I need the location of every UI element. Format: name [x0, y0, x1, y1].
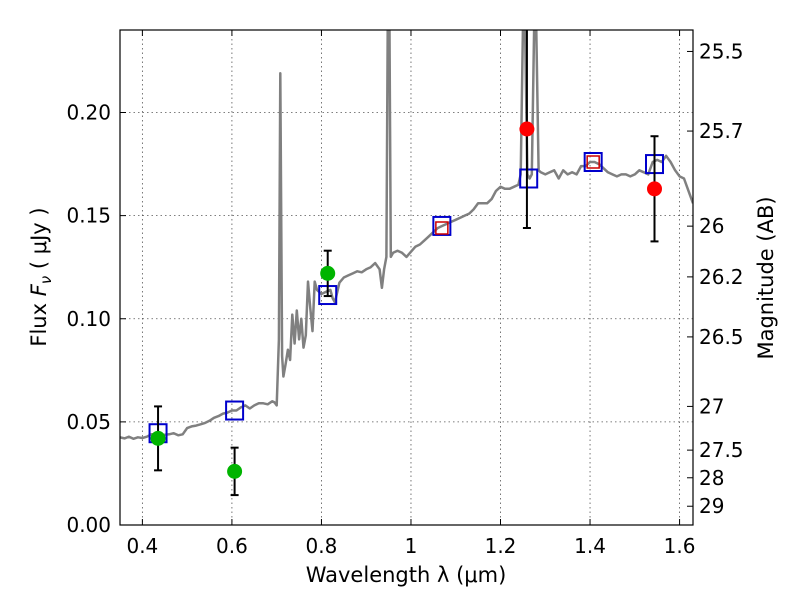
right-tick-label: 27.5 — [699, 438, 744, 462]
x-tick-label: 0.8 — [306, 534, 338, 558]
spectrum-layer — [120, 30, 693, 441]
right-axis-ticks: 25.5 25.7 26 26.2 26.5 27 27.5 28 29 — [687, 39, 744, 518]
y-tick-label: 0.10 — [66, 307, 111, 331]
right-tick-label: 25.7 — [699, 119, 744, 143]
red-square — [435, 221, 449, 235]
spectrum-line — [120, 30, 693, 441]
right-tick-label: 28 — [699, 466, 724, 490]
right-tick-label: 25.5 — [699, 39, 744, 63]
y-tick-label: 0.20 — [66, 101, 111, 125]
plot-frame — [119, 29, 694, 526]
right-tick-label: 26.5 — [699, 325, 744, 349]
green-point — [320, 265, 336, 281]
model-square — [225, 400, 245, 421]
y-tick-label: 0.05 — [66, 410, 111, 434]
y-tick-label: 0.15 — [66, 204, 111, 228]
y-tick-label: 0.00 — [66, 513, 111, 537]
y-axis-ticks: 0.00 0.05 0.10 0.15 0.20 — [66, 101, 126, 537]
right-tick-label: 29 — [699, 494, 724, 518]
right-axis-label: Magnitude (AB) — [754, 196, 778, 359]
red-point — [647, 181, 663, 197]
x-tick-label: 0.4 — [126, 534, 158, 558]
x-tick-label: 1.4 — [574, 534, 606, 558]
x-tick-label: 1.2 — [485, 534, 517, 558]
x-axis-label: Wavelength λ (μm) — [306, 563, 507, 587]
y-axis-label: Flux Fν ( μJy ) — [27, 207, 55, 346]
red-point — [519, 121, 535, 137]
green-point — [150, 430, 166, 446]
red-square — [586, 155, 600, 169]
data-markers — [148, 30, 665, 497]
green-point — [227, 463, 243, 479]
grid-lines — [120, 30, 693, 526]
model-square — [519, 168, 539, 189]
right-tick-label: 27 — [699, 394, 724, 418]
x-tick-label: 1 — [405, 534, 418, 558]
right-tick-label: 26 — [699, 214, 724, 238]
right-tick-label: 26.2 — [699, 265, 744, 289]
x-tick-label: 1.6 — [664, 534, 696, 558]
x-tick-label: 0.6 — [216, 534, 248, 558]
model-square — [583, 152, 603, 172]
x-axis-ticks: 0.4 0.6 0.8 1 1.2 1.4 1.6 — [126, 30, 695, 558]
model-square — [432, 215, 452, 236]
